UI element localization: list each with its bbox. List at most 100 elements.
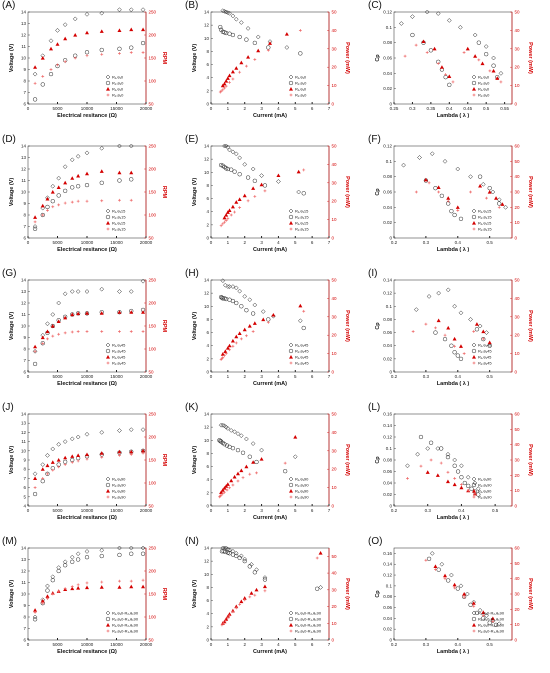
data-point bbox=[232, 429, 237, 435]
y2-tick-label: 50 bbox=[515, 561, 521, 566]
data-point bbox=[45, 583, 50, 589]
data-point bbox=[449, 209, 454, 214]
data-point bbox=[442, 158, 448, 164]
data-point bbox=[141, 310, 146, 314]
y-tick-label: 10 bbox=[204, 170, 210, 175]
legend-marker bbox=[288, 482, 294, 488]
data-point bbox=[423, 177, 428, 182]
x-tick-label: 4 bbox=[277, 106, 280, 111]
series-group bbox=[410, 32, 500, 87]
data-point bbox=[33, 344, 38, 349]
y2-tick-label: 40 bbox=[332, 571, 338, 576]
data-point bbox=[229, 213, 233, 217]
data-point bbox=[46, 209, 49, 212]
data-point bbox=[225, 346, 230, 350]
y2-tick-label: 50 bbox=[149, 236, 155, 241]
y-tick-label: 0.06 bbox=[383, 605, 392, 610]
data-point bbox=[220, 545, 226, 551]
legend-marker bbox=[105, 610, 111, 616]
legend-label: R₁,θ₁90 bbox=[295, 477, 309, 482]
y2-tick-label: 40 bbox=[515, 442, 521, 447]
data-point bbox=[72, 16, 78, 22]
data-point bbox=[84, 182, 90, 188]
series-group bbox=[33, 27, 146, 69]
data-point bbox=[252, 178, 257, 183]
panel-label: (G) bbox=[2, 268, 17, 279]
data-point bbox=[51, 334, 55, 338]
y2-tick-label: 0 bbox=[515, 504, 518, 509]
legend-marker bbox=[106, 87, 110, 91]
data-point bbox=[63, 315, 68, 320]
data-point bbox=[245, 334, 248, 338]
legend-marker bbox=[471, 482, 477, 488]
data-point bbox=[446, 470, 450, 474]
data-point bbox=[84, 50, 90, 55]
data-point bbox=[69, 436, 75, 442]
data-point bbox=[250, 441, 256, 446]
data-point bbox=[140, 7, 146, 13]
data-point bbox=[141, 584, 146, 589]
data-point bbox=[425, 446, 431, 451]
y-tick-label: 4 bbox=[23, 504, 26, 509]
data-point bbox=[76, 311, 81, 316]
y-tick-label: 2 bbox=[206, 490, 209, 495]
data-point bbox=[129, 51, 133, 54]
y2-tick-label: 10 bbox=[515, 83, 521, 88]
data-point bbox=[228, 348, 231, 352]
legend-label: R₁,θ₁0-R₂,θ₁90 bbox=[478, 623, 505, 628]
data-point bbox=[465, 46, 470, 51]
data-point bbox=[85, 199, 89, 203]
data-point bbox=[245, 26, 251, 31]
data-point bbox=[32, 224, 38, 229]
data-point bbox=[85, 457, 89, 461]
chart-panel: (N) 0 1 2 3 4 5 6 7 0 2 4 6 8 10 12 14 0 10 20 30 40 50 Current… bbox=[183, 536, 366, 670]
data-point bbox=[446, 325, 451, 330]
data-point bbox=[85, 171, 89, 176]
data-point bbox=[129, 170, 134, 175]
data-point bbox=[84, 431, 90, 437]
y-tick-label: 0 bbox=[389, 638, 392, 643]
data-point bbox=[223, 86, 226, 90]
series-group bbox=[218, 29, 302, 94]
chart-panel: (C) 0.25 0.3 0.35 0.4 0.45 0.5 0.55 0 0.02 0.04 0.0… bbox=[366, 0, 549, 134]
data-point bbox=[233, 550, 239, 556]
data-point bbox=[62, 22, 68, 28]
panel-label: (B) bbox=[185, 0, 199, 11]
data-point bbox=[315, 556, 319, 560]
legend-marker bbox=[472, 355, 476, 359]
data-point bbox=[231, 610, 235, 614]
data-point bbox=[117, 449, 122, 454]
data-point bbox=[32, 491, 38, 497]
legend-label: R₂,θ₁0 bbox=[478, 93, 490, 98]
data-point bbox=[480, 181, 486, 187]
data-point bbox=[224, 443, 230, 448]
data-point bbox=[56, 63, 59, 67]
data-point bbox=[452, 350, 457, 355]
data-point bbox=[239, 60, 244, 65]
y2-tick-label: 50 bbox=[515, 427, 521, 432]
y-tick-label: 8 bbox=[206, 49, 209, 54]
series-group bbox=[222, 169, 301, 220]
data-point bbox=[242, 162, 248, 167]
data-point bbox=[445, 451, 451, 457]
data-point bbox=[99, 553, 104, 559]
data-point bbox=[254, 459, 259, 465]
y-tick-label: 0.16 bbox=[383, 412, 392, 417]
data-point bbox=[468, 174, 473, 180]
chart-svg: 0 5000 10000 15000 20000 4 5 6 7 8 9 10 11 12 13 14 50 10… bbox=[9, 412, 167, 522]
y-tick-label: 0 bbox=[389, 504, 392, 509]
y-tick-label: 9 bbox=[23, 335, 26, 340]
x-tick-label: 0.4 bbox=[455, 642, 462, 647]
data-point bbox=[76, 199, 80, 203]
series-group bbox=[429, 551, 502, 627]
data-point bbox=[129, 45, 134, 50]
data-point bbox=[220, 83, 225, 88]
data-point bbox=[85, 330, 89, 333]
data-point bbox=[429, 151, 435, 157]
data-point bbox=[484, 613, 489, 619]
data-point bbox=[76, 173, 81, 178]
x-tick-label: 5000 bbox=[52, 642, 63, 647]
legend-marker bbox=[105, 80, 111, 86]
data-point bbox=[302, 309, 306, 313]
data-point bbox=[50, 190, 55, 194]
